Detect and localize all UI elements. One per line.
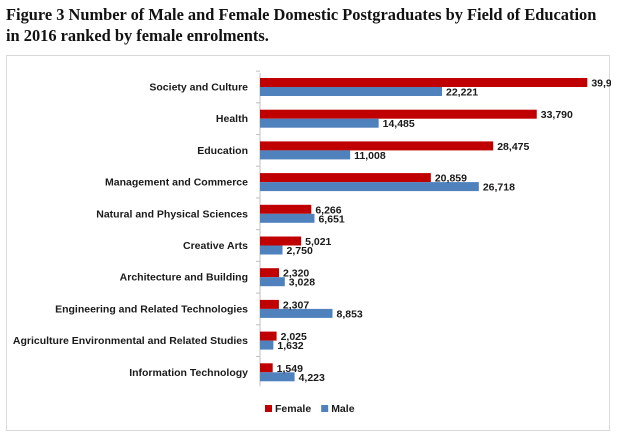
category-label: Engineering and Related Technologies: [55, 303, 248, 315]
bar-male: [260, 245, 283, 255]
data-label-male: 11,008: [354, 150, 386, 162]
bar-female: [260, 268, 280, 278]
category-label: Agriculture Environmental and Related St…: [13, 335, 248, 347]
category-label: Natural and Physical Sciences: [96, 208, 248, 220]
chart-frame: Society and Culture 39,965 22,221 Health 33,…: [6, 55, 611, 431]
bar-chart: Society and Culture 39,965 22,221 Health 33,…: [13, 70, 611, 415]
legend-swatch-male: [321, 405, 329, 412]
legend-swatch-female: [265, 405, 272, 412]
chart-title: Figure 3 Number of Male and Female Domes…: [6, 5, 597, 45]
data-label-female: 39,965: [591, 78, 611, 90]
data-label-female: 5,021: [305, 236, 331, 248]
bar-female: [260, 173, 431, 183]
data-label-male: 26,718: [483, 182, 515, 194]
bar-female: [260, 236, 302, 246]
category-label: Education: [197, 145, 248, 157]
legend-label-female: Female: [275, 403, 311, 415]
bar-male: [260, 182, 479, 192]
bar-male: [260, 372, 295, 382]
bar-female: [260, 204, 312, 214]
data-label-male: 6,651: [318, 213, 344, 225]
category-label: Architecture and Building: [120, 272, 248, 284]
data-label-female: 2,307: [283, 299, 309, 311]
legend: Female Male: [265, 403, 355, 415]
bar-male: [260, 87, 443, 96]
data-label-female: 33,790: [541, 109, 573, 121]
data-label-female: 20,859: [435, 173, 467, 185]
bar-male: [260, 213, 315, 223]
data-label-male: 8,853: [337, 308, 363, 320]
data-label-female: 2,025: [281, 331, 307, 343]
bar-female: [260, 331, 277, 341]
category-label: Society and Culture: [149, 82, 248, 94]
bar-female: [260, 109, 537, 119]
data-label-female: 28,475: [497, 141, 529, 153]
data-label-female: 6,266: [315, 204, 341, 216]
bar-male: [260, 150, 351, 160]
data-label-male: 1,632: [277, 340, 303, 352]
bar-male: [260, 118, 379, 128]
bar-female: [260, 141, 494, 151]
data-label-female: 2,320: [283, 268, 309, 280]
bar-female: [260, 78, 588, 87]
category-label: Creative Arts: [183, 240, 248, 252]
data-label-male: 14,485: [383, 118, 415, 130]
bar-male: [260, 340, 274, 350]
data-label-male: 4,223: [299, 372, 325, 384]
category-label: Information Technology: [129, 367, 248, 379]
bar-female: [260, 299, 279, 309]
bar-female: [260, 363, 273, 373]
legend-label-male: Male: [331, 403, 355, 415]
bar-male: [260, 308, 333, 318]
category-label: Health: [216, 113, 248, 125]
data-label-male: 3,028: [289, 277, 315, 289]
data-label-male: 22,221: [446, 87, 478, 99]
bar-male: [260, 277, 285, 287]
data-label-female: 1,549: [277, 363, 303, 375]
category-label: Management and Commerce: [105, 177, 248, 189]
data-label-male: 2,750: [287, 245, 313, 257]
